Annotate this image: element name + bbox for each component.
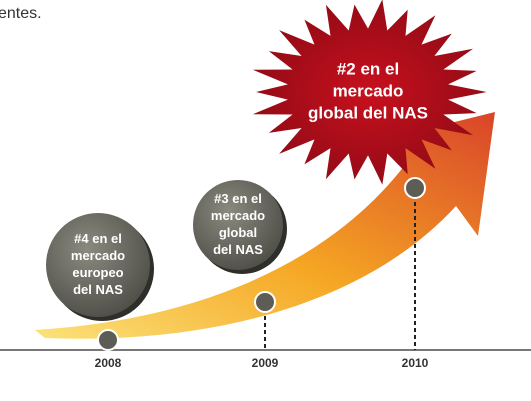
badge-label: mercado	[211, 208, 265, 223]
year-label: 2009	[252, 356, 279, 370]
year-label: 2008	[95, 356, 122, 370]
badge-label: #3 en el	[214, 191, 262, 206]
badge-label: global	[219, 225, 257, 240]
starburst	[252, 0, 487, 185]
milestone-dot	[97, 329, 119, 351]
badge-label: mercado	[333, 81, 404, 100]
milestones: 2008 #4 en el mercado europeo del NAS 2009 #3 …	[46, 0, 487, 370]
badge-label: #4 en el	[74, 231, 122, 246]
badge-label: global del NAS	[308, 103, 428, 122]
badge-label: europeo	[72, 265, 123, 280]
badge-label: mercado	[71, 248, 125, 263]
badge	[193, 180, 283, 270]
badge-label: del NAS	[73, 282, 123, 297]
year-label: 2010	[402, 356, 429, 370]
badge-label: del NAS	[213, 242, 263, 257]
badge-label: #2 en el	[337, 59, 399, 78]
badge	[46, 213, 150, 317]
milestone-dot	[404, 177, 426, 199]
milestone-dot	[254, 291, 276, 313]
header-text: entes.	[0, 5, 42, 22]
